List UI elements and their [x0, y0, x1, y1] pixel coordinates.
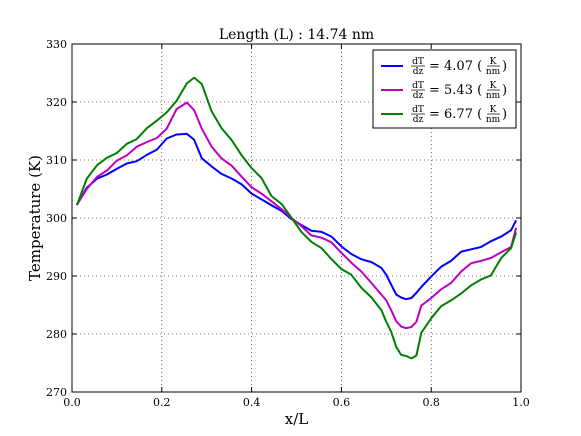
legend-gradient-value: = 4.07 ( — [429, 59, 482, 74]
legend-lhs-numerator: dT — [412, 81, 424, 91]
legend-lhs-denominator: dz — [413, 115, 424, 125]
y-axis-label: Temperature (K) — [26, 155, 44, 281]
x-tick-label: 1.0 — [512, 396, 530, 409]
legend-unit-numerator: K — [490, 57, 497, 67]
x-axis-label: x/L — [285, 410, 309, 428]
series-line-1 — [76, 132, 517, 301]
legend-unit-numerator: K — [490, 105, 497, 115]
legend-lhs-denominator: dz — [413, 67, 424, 77]
x-tick-label: 0.0 — [63, 396, 81, 409]
x-tick-label: 0.4 — [243, 396, 261, 409]
y-tick-label: 280 — [46, 328, 67, 341]
y-tick-label: 310 — [46, 154, 67, 167]
y-tick-label: 290 — [46, 270, 67, 283]
legend-close-paren: ) — [502, 59, 507, 74]
x-tick-label: 0.6 — [333, 396, 351, 409]
series-line-2 — [76, 101, 518, 330]
legend-lhs-denominator: dz — [413, 91, 424, 101]
legend-gradient-value: = 6.77 ( — [429, 107, 482, 122]
legend-unit-denominator: nm — [486, 67, 501, 77]
legend-unit-denominator: nm — [486, 115, 501, 125]
legend-lhs-numerator: dT — [412, 57, 424, 67]
legend-unit-numerator: K — [490, 81, 497, 91]
y-tick-label: 300 — [46, 212, 67, 225]
y-tick-label: 330 — [46, 38, 67, 51]
grid — [72, 44, 521, 392]
axis-ticks: 0.0 0.2 0.4 0.6 0.8 1.0 270 280 290 300 310 320 330 — [46, 38, 530, 409]
legend-unit-denominator: nm — [486, 91, 501, 101]
legend-gradient-value: = 5.43 ( — [429, 83, 482, 98]
legend-lhs-numerator: dT — [412, 105, 424, 115]
legend-close-paren: ) — [502, 83, 507, 98]
y-tick-label: 270 — [46, 386, 67, 399]
x-tick-label: 0.2 — [153, 396, 171, 409]
series-line-3 — [75, 76, 518, 360]
y-tick-label: 320 — [46, 96, 67, 109]
legend-close-paren: ) — [502, 107, 507, 122]
series-lines — [75, 76, 518, 360]
chart-title: Length (L) : 14.74 nm — [219, 27, 374, 43]
x-tick-label: 0.8 — [422, 396, 440, 409]
